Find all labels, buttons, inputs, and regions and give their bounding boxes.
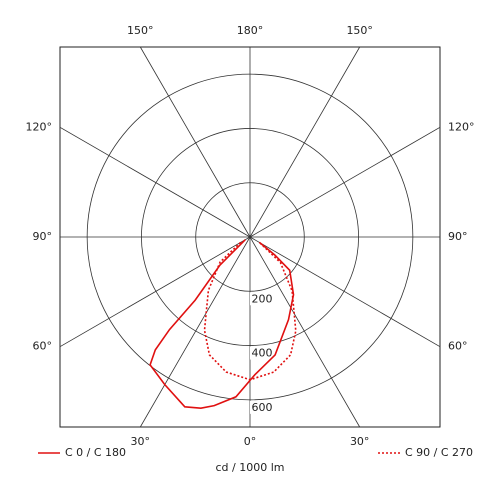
ring-label: 200 xyxy=(252,292,273,305)
spoke xyxy=(139,46,251,238)
angle-label: 150° xyxy=(346,24,373,37)
spoke xyxy=(139,236,251,428)
axis-label: cd / 1000 lm xyxy=(216,461,285,474)
spoke xyxy=(249,236,361,428)
ring-label-bg xyxy=(250,400,274,414)
curve xyxy=(149,239,295,410)
angle-label: 60° xyxy=(33,340,53,353)
angle-label: 180° xyxy=(237,24,264,37)
angle-label: 120° xyxy=(26,120,53,133)
spoke xyxy=(249,46,361,238)
ring-label: 400 xyxy=(252,347,273,360)
spoke xyxy=(59,126,251,238)
legend-label: C 0 / C 180 xyxy=(65,446,126,459)
angle-label: 30° xyxy=(350,435,370,448)
ring-label: 600 xyxy=(252,401,273,414)
angle-label: 30° xyxy=(131,435,151,448)
spoke xyxy=(59,236,251,348)
angle-label: 90° xyxy=(33,230,53,243)
ring xyxy=(86,73,414,401)
curve xyxy=(203,241,297,381)
spoke xyxy=(249,236,441,348)
angle-label: 60° xyxy=(448,340,468,353)
legend-label: C 90 / C 270 xyxy=(405,446,473,459)
angle-label: 150° xyxy=(127,24,154,37)
angle-label: 90° xyxy=(448,230,468,243)
angle-label: 0° xyxy=(244,435,257,448)
angle-label: 120° xyxy=(448,120,475,133)
ring xyxy=(195,182,305,292)
ring-label-bg xyxy=(250,346,274,360)
ring-label-bg xyxy=(250,292,274,306)
spoke xyxy=(249,126,441,238)
ring xyxy=(141,128,359,346)
